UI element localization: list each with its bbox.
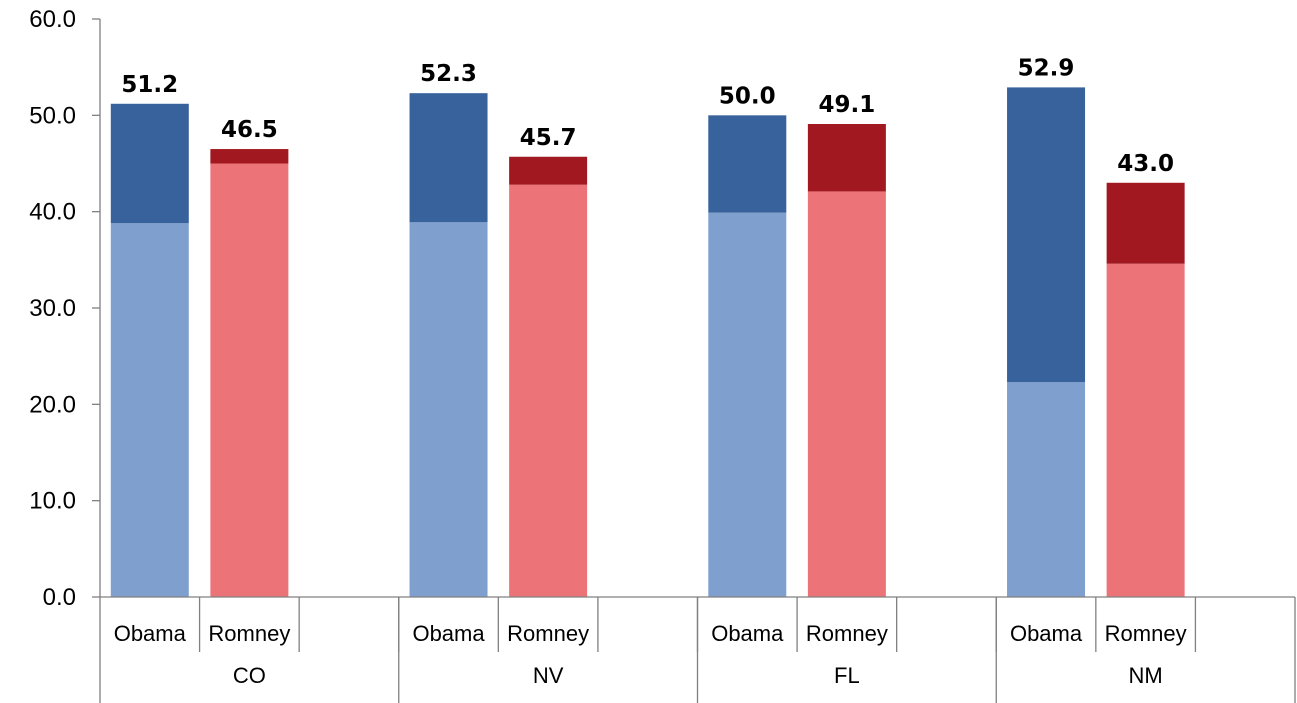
category-label: Obama <box>412 621 485 646</box>
bar-top-segment <box>509 156 588 185</box>
data-label: 50.0 <box>719 83 776 109</box>
category-label: Romney <box>1105 621 1187 646</box>
bar-top-segment <box>409 93 488 223</box>
bar-top-segment <box>708 115 787 213</box>
y-tick-label: 0.0 <box>43 584 76 611</box>
data-label: 45.7 <box>520 125 577 151</box>
bar-top-segment <box>210 149 289 164</box>
y-tick-label: 40.0 <box>29 199 76 226</box>
data-label: 51.2 <box>121 72 178 98</box>
group-label: CO <box>233 663 266 688</box>
bar-base-segment <box>1106 263 1185 597</box>
y-tick-label: 10.0 <box>29 488 76 515</box>
bar-base-segment <box>110 223 189 597</box>
category-label: Romney <box>507 621 589 646</box>
data-label: 52.9 <box>1018 55 1075 81</box>
y-axis: 0.0 10.0 20.0 30.0 40.0 50.0 60.0 <box>29 6 101 611</box>
data-label: 52.3 <box>420 61 477 87</box>
y-tick-label: 30.0 <box>29 295 76 322</box>
data-label: 49.1 <box>819 92 876 118</box>
group-label: FL <box>834 663 860 688</box>
category-label: Romney <box>806 621 888 646</box>
bar-base-segment <box>807 191 886 598</box>
bar-top-segment <box>1007 87 1086 383</box>
y-tick-label: 50.0 <box>29 102 76 129</box>
category-label: Obama <box>711 621 784 646</box>
bars <box>110 87 1185 598</box>
bar-base-segment <box>409 222 488 597</box>
data-label: 43.0 <box>1117 151 1174 177</box>
x-axis: CO Obama Romney NV Obama Romney FL Obama Romney N… <box>99 596 1296 703</box>
bar-top-segment <box>1106 182 1185 264</box>
category-label: Obama <box>1010 621 1083 646</box>
bar-base-segment <box>1007 382 1086 597</box>
bar-top-segment <box>807 124 886 192</box>
y-tick-label: 20.0 <box>29 391 76 418</box>
category-label: Obama <box>114 621 187 646</box>
y-tick-label: 60.0 <box>29 6 76 33</box>
category-label: Romney <box>208 621 290 646</box>
data-label: 46.5 <box>221 117 278 143</box>
bar-base-segment <box>210 163 289 597</box>
group-label: NM <box>1129 663 1163 688</box>
bar-top-segment <box>110 103 189 224</box>
bar-base-segment <box>708 212 787 597</box>
bar-base-segment <box>509 184 588 597</box>
group-label: NV <box>533 663 564 688</box>
data-labels: 51.2 46.5 52.3 45.7 50.0 49.1 52.9 43.0 <box>121 55 1174 176</box>
